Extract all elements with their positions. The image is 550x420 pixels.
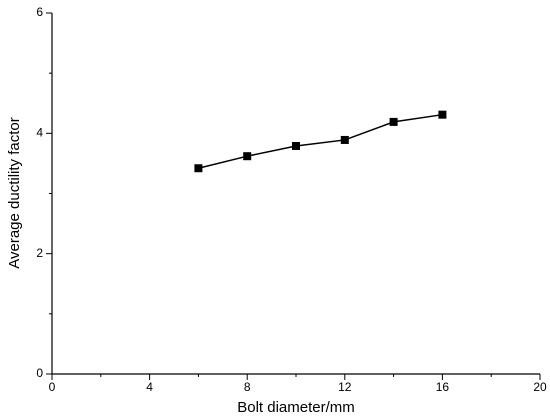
- x-tick-label: 12: [338, 380, 352, 394]
- marker: [243, 152, 252, 161]
- marker: [194, 164, 203, 173]
- x-tick-label: 0: [49, 380, 56, 394]
- x-tick-label: 4: [146, 380, 153, 394]
- y-tick-label: 6: [36, 5, 43, 19]
- y-tick-label: 2: [36, 246, 43, 260]
- marker: [292, 141, 300, 150]
- x-axis-title: Bolt diameter/mm: [237, 399, 355, 416]
- x-tick-label: 20: [533, 380, 547, 394]
- y-axis-title: Average ductility factor: [6, 117, 23, 268]
- marker: [389, 117, 398, 126]
- x-tick-label: 16: [436, 380, 450, 394]
- y-tick-label: 4: [36, 126, 43, 140]
- y-tick-label: 0: [36, 366, 43, 380]
- series-line: [198, 113, 443, 169]
- marker: [340, 135, 349, 144]
- marker: [438, 110, 447, 119]
- x-tick-label: 8: [244, 380, 251, 394]
